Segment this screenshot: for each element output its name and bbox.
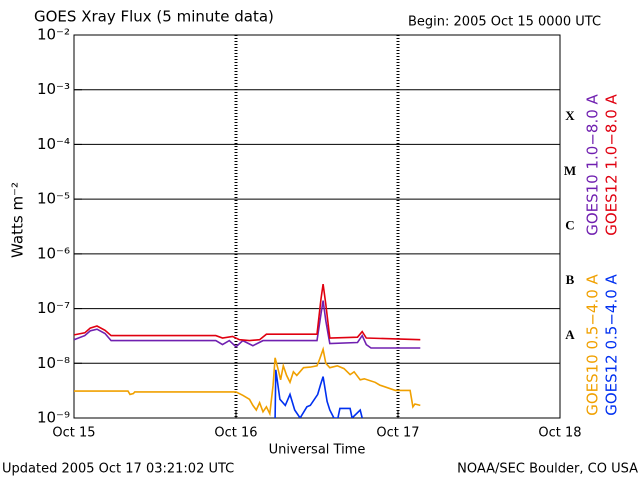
plot-area (74, 283, 421, 418)
y-tick-label: 10⁻⁶ (37, 244, 70, 262)
y-tick-label: 10⁻⁸ (37, 354, 70, 372)
x-tick-label: Oct 16 (214, 426, 257, 441)
x-tick-label: Oct 17 (376, 426, 419, 441)
flare-class-label: C (565, 217, 574, 232)
flare-class-label: X (565, 108, 575, 123)
x-tick-label: Oct 15 (52, 426, 95, 441)
data-line (274, 369, 363, 418)
flare-class-label: B (566, 272, 575, 287)
data-line (74, 300, 421, 349)
chart-title: GOES Xray Flux (5 minute data) (34, 8, 274, 26)
legend-entry: GOES10 0.5−4.0 A (584, 273, 602, 415)
legend-entry: GOES10 1.0−8.0 A (584, 93, 602, 235)
y-tick-label: 10⁻³ (37, 80, 70, 98)
legend-entry: GOES12 1.0−8.0 A (603, 93, 621, 235)
y-axis-label: Watts m⁻² (9, 182, 27, 258)
y-tick-label: 10⁻⁹ (37, 409, 70, 427)
data-line (74, 346, 421, 417)
x-axis-label: Universal Time (269, 443, 366, 458)
y-tick-label: 10⁻⁷ (37, 299, 70, 317)
footer-right: NOAA/SEC Boulder, CO USA (457, 462, 638, 477)
flare-class-label: A (565, 327, 575, 342)
data-line (74, 283, 421, 342)
plot-frame (73, 34, 561, 419)
flare-class-label: M (564, 163, 576, 178)
y-tick-label: 10⁻² (37, 26, 70, 44)
chart-subtitle: Begin: 2005 Oct 15 0000 UTC (408, 15, 601, 30)
y-tick-label: 10⁻⁵ (37, 190, 70, 208)
legend-entry: GOES12 0.5−4.0 A (603, 273, 621, 415)
y-tick-label: 10⁻⁴ (37, 135, 70, 153)
x-tick-label: Oct 18 (538, 426, 581, 441)
footer-left: Updated 2005 Oct 17 03:21:02 UTC (2, 462, 234, 477)
